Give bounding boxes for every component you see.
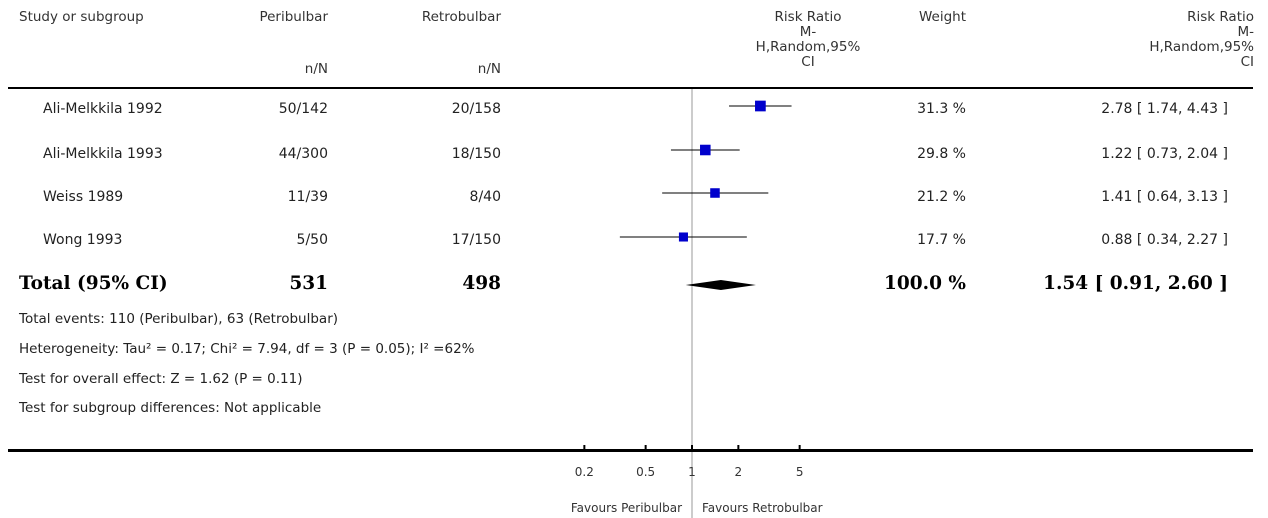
study-peribulbar: 44/300 bbox=[278, 146, 328, 162]
study-peribulbar: 11/39 bbox=[287, 189, 328, 205]
x-tick-label: 2 bbox=[735, 465, 743, 479]
header-retrobulbar-nn: n/N bbox=[477, 61, 501, 77]
x-tick-label: 5 bbox=[796, 465, 804, 479]
total-weight: 100.0 % bbox=[884, 273, 966, 294]
header-rule bbox=[8, 87, 1253, 89]
study-risk-ratio-ci: 2.78 [ 1.74, 4.43 ] bbox=[1101, 101, 1228, 117]
header-weight: Weight bbox=[918, 9, 966, 25]
study-retrobulbar: 17/150 bbox=[451, 232, 501, 248]
header-peribulbar: Peribulbar bbox=[259, 9, 328, 25]
subgroup-differences-note: Test for subgroup differences: Not appli… bbox=[19, 400, 322, 416]
study-risk-ratio-ci: 1.41 [ 0.64, 3.13 ] bbox=[1101, 189, 1228, 205]
total-retrobulbar: 498 bbox=[462, 273, 501, 294]
study-name: Weiss 1989 bbox=[43, 189, 124, 205]
effect-marker bbox=[755, 100, 766, 112]
effect-marker bbox=[710, 188, 720, 198]
header-study: Study or subgroup bbox=[19, 9, 144, 25]
x-tick-label: 1 bbox=[688, 465, 696, 479]
study-retrobulbar: 18/150 bbox=[451, 146, 501, 162]
study-peribulbar: 5/50 bbox=[296, 232, 328, 248]
total-label: Total (95% CI) bbox=[19, 273, 168, 294]
study-name: Ali-Melkkila 1992 bbox=[43, 101, 163, 117]
header-effect-risk-ratio: Risk Ratio M- H,Random,95% CI bbox=[1149, 9, 1254, 70]
study-weight: 29.8 % bbox=[917, 146, 966, 162]
study-retrobulbar: 20/158 bbox=[451, 101, 501, 117]
study-name: Wong 1993 bbox=[43, 232, 123, 248]
total-events-note: Total events: 110 (Peribulbar), 63 (Retr… bbox=[19, 311, 339, 327]
x-tick-label: 0.5 bbox=[636, 465, 655, 479]
overall-effect-note: Test for overall effect: Z = 1.62 (P = 0… bbox=[19, 371, 303, 387]
header-plot-risk-ratio: Risk Ratio M- H,Random,95% CI bbox=[755, 9, 861, 70]
total-peribulbar: 531 bbox=[289, 273, 328, 294]
header-retrobulbar: Retrobulbar bbox=[421, 9, 501, 25]
effect-marker bbox=[700, 144, 711, 156]
heterogeneity-note: Heterogeneity: Tau² = 0.17; Chi² = 7.94,… bbox=[19, 341, 475, 357]
pooled-diamond bbox=[685, 280, 756, 290]
x-tick-label: 0.2 bbox=[575, 465, 594, 479]
study-risk-ratio-ci: 1.22 [ 0.73, 2.04 ] bbox=[1101, 146, 1228, 162]
study-risk-ratio-ci: 0.88 [ 0.34, 2.27 ] bbox=[1101, 232, 1228, 248]
study-weight: 31.3 % bbox=[917, 101, 966, 117]
study-retrobulbar: 8/40 bbox=[469, 189, 501, 205]
study-weight: 21.2 % bbox=[917, 189, 966, 205]
favours-right-label: Favours Retrobulbar bbox=[702, 501, 823, 515]
study-name: Ali-Melkkila 1993 bbox=[43, 146, 163, 162]
total-risk-ratio-ci: 1.54 [ 0.91, 2.60 ] bbox=[1043, 273, 1228, 294]
study-weight: 17.7 % bbox=[917, 232, 966, 248]
favours-left-label: Favours Peribulbar bbox=[571, 501, 682, 515]
header-peribulbar-nn: n/N bbox=[304, 61, 328, 77]
study-peribulbar: 50/142 bbox=[278, 101, 328, 117]
effect-marker bbox=[678, 232, 688, 242]
footer-rule bbox=[8, 449, 1253, 452]
